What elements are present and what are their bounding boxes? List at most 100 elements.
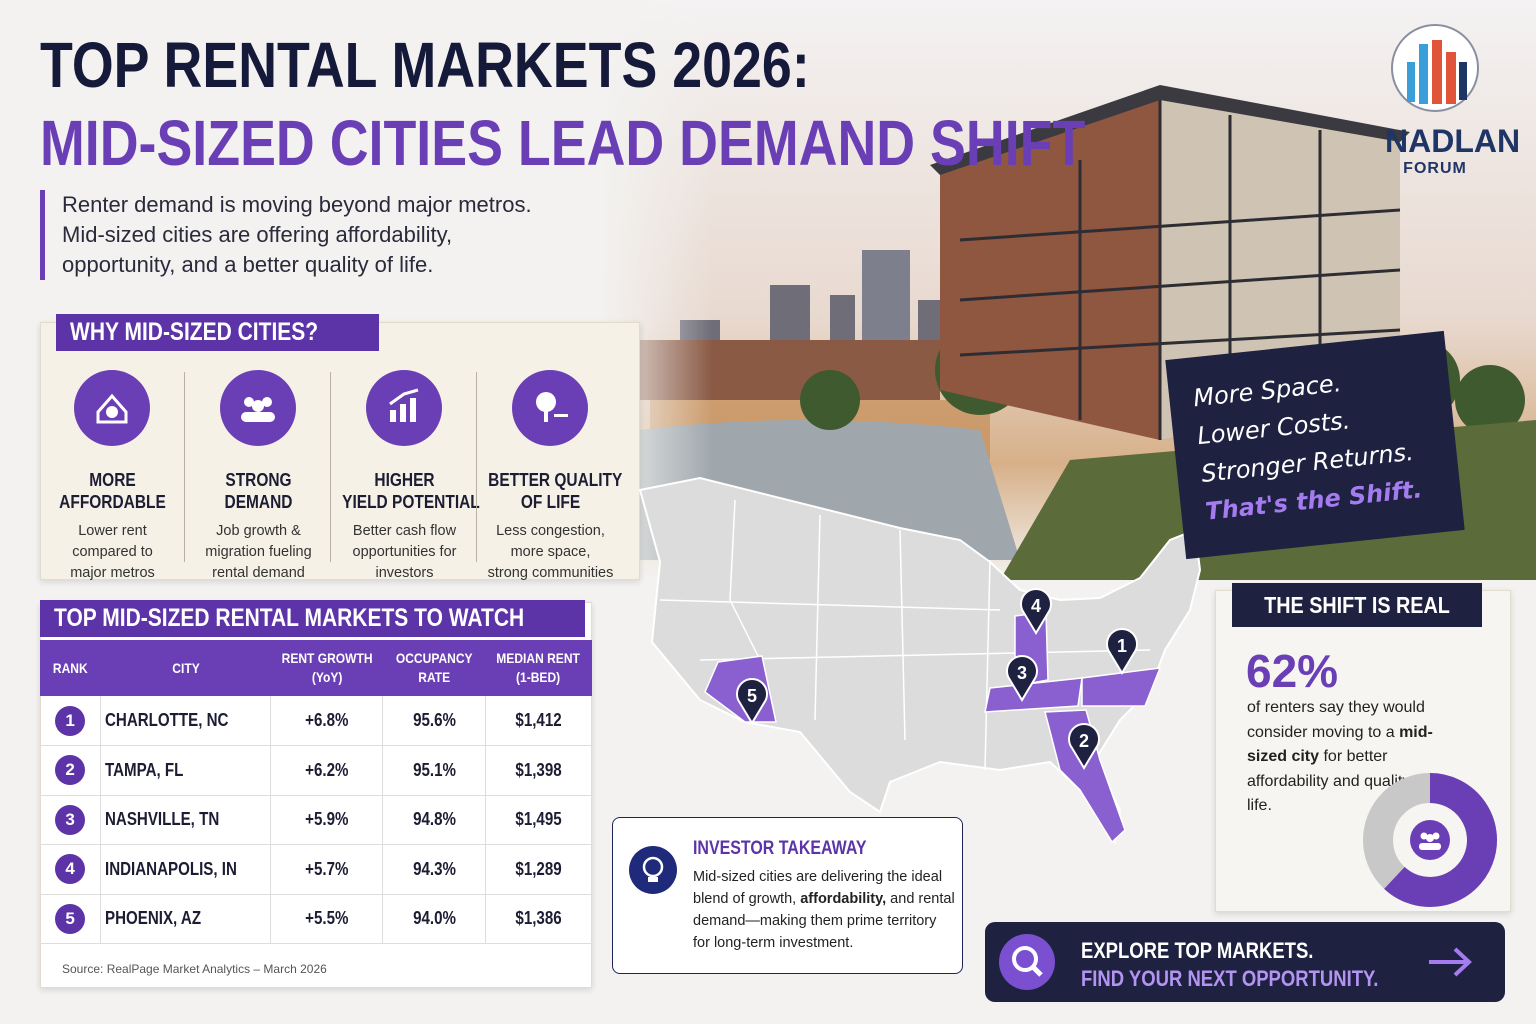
icon-glyph [96, 393, 128, 424]
rank-badge: 5 [55, 903, 86, 934]
table-cell: 5 [40, 894, 102, 944]
intro: Renter demand is moving beyond major met… [40, 190, 532, 280]
why-item-text: Lower rent compared to major metros [40, 521, 185, 584]
table-cell: $1,386 [485, 894, 593, 944]
cell-text: $1,398 [515, 759, 562, 780]
cell-text: CHARLOTTE, NC [105, 710, 229, 730]
table-row: 5 PHOENIX, AZ +5.5% 94.0% $1,386 [40, 894, 593, 944]
header-line: (1-BED) [516, 669, 561, 685]
cell-text: 94.3% [412, 858, 456, 879]
takeaway-title: INVESTOR TAKEAWAY [693, 838, 867, 859]
text-line: Job growth & [216, 523, 301, 539]
why-item-text: Better cash flow opportunities for investo… [332, 521, 477, 584]
pin-label: 5 [747, 686, 757, 706]
header-cell: CITY [101, 640, 271, 696]
title-line: AFFORDABLE [59, 492, 166, 512]
cell-text: INDIANAPOLIS, IN [105, 858, 238, 879]
shift-banner: THE SHIFT IS REAL [1232, 583, 1482, 627]
market-table: RANK CITY RENT GROWTH (YoY) OCCUPANCY RATE MED… [40, 640, 593, 944]
intro-line: Renter demand is moving beyond major met… [62, 192, 532, 217]
people-glyph [1419, 832, 1441, 850]
table-cell: PHOENIX, AZ [100, 894, 272, 944]
table-cell: 95.1% [382, 745, 486, 796]
text-line: Lower rent [78, 523, 147, 539]
table-cell: 1 [40, 696, 102, 746]
donut-share [1384, 773, 1497, 907]
header-cell: RANK [40, 640, 101, 696]
title-line: MORE [89, 470, 136, 490]
why-icon [220, 370, 296, 446]
text-line: compared to [72, 544, 153, 560]
header-cell: RENT GROWTH (YoY) [271, 640, 383, 696]
arrow-icon [1429, 947, 1472, 977]
rank-badge: 2 [55, 755, 86, 786]
why-banner: WHY MID-SIZED CITIES? [56, 314, 380, 351]
header-line: RANK [52, 659, 88, 676]
cell-text: NASHVILLE, TN [105, 809, 220, 830]
cell-text: PHOENIX, AZ [105, 908, 202, 929]
icon-glyph [536, 392, 568, 422]
header-cell: OCCUPANCY RATE [383, 640, 485, 696]
shift-title: THE SHIFT IS REAL [1264, 592, 1450, 618]
text: Mid-sized cities are delivering the idea… [693, 869, 943, 907]
table-cell: +6.8% [270, 696, 384, 746]
text-bold: affordability, [800, 891, 887, 907]
cell-text: $1,412 [515, 710, 562, 730]
cell-text: 95.1% [412, 759, 456, 780]
title-line: HIGHER [374, 470, 435, 490]
table-cell: +6.2% [270, 745, 384, 796]
pin-shape [736, 678, 768, 725]
cta-button[interactable]: EXPLORE TOP MARKETS. FIND YOUR NEXT OPPO… [985, 922, 1505, 1002]
text-line: Less congestion, [496, 523, 605, 539]
text-line: rental demand [212, 565, 305, 581]
search-icon [999, 934, 1055, 990]
text-bold: mid-sized city [1247, 723, 1433, 766]
header-cell: MEDIAN RENT (1-BED) [485, 640, 591, 696]
divider [476, 372, 477, 562]
divider [184, 372, 185, 562]
why-box [40, 322, 640, 580]
table-cell: 2 [40, 745, 102, 796]
text: for better affordability and quality of … [1247, 748, 1429, 814]
why-item-text: Less congestion, more space, strong commun… [478, 521, 623, 584]
table-cell: 4 [40, 844, 102, 895]
subtitle: MID-SIZED CITIES LEAD DEMAND SHIFT [40, 107, 1086, 179]
cell-text: +5.9% [305, 809, 349, 830]
cell-text: TAMPA, FL [105, 759, 184, 780]
intro-line: opportunity, and a better quality of lif… [62, 252, 434, 277]
icon-glyph [389, 388, 419, 422]
title: TOP RENTAL MARKETS 2026: [40, 29, 810, 101]
city-photo [600, 0, 1536, 580]
cell-text: +6.8% [305, 710, 349, 730]
cta-line: EXPLORE TOP MARKETS. [1081, 938, 1314, 963]
text-line: opportunities for [352, 544, 457, 560]
header-line: OCCUPANCY [395, 650, 473, 666]
rank-badge: 3 [55, 804, 86, 835]
table-cell: $1,398 [485, 745, 593, 796]
rank-badge: 1 [55, 705, 86, 736]
cta-line: FIND YOUR NEXT OPPORTUNITY. [1081, 966, 1379, 991]
why-icon [74, 370, 150, 446]
table-cell: INDIANAPOLIS, IN [100, 844, 272, 895]
table-cell: $1,412 [485, 696, 593, 746]
shift-stat: 62% [1246, 645, 1339, 697]
cell-text: 94.0% [412, 908, 456, 929]
why-icon [366, 370, 442, 446]
header-line: (YoY) [311, 669, 343, 685]
cell-text: $1,289 [515, 858, 562, 879]
slogan: More Space. Lower Costs. Stronger Return… [1165, 330, 1465, 560]
header-line: MEDIAN RENT [496, 650, 581, 666]
table-cell: 94.0% [382, 894, 486, 944]
pin-label: 4 [1031, 596, 1041, 616]
why-item-title: HIGHER YIELD POTENTIAL [332, 469, 480, 513]
cell-text: 95.6% [412, 710, 456, 730]
title-line: BETTER QUALITY [488, 470, 623, 490]
pin-label: 2 [1079, 731, 1089, 751]
table-title: TOP MID-SIZED RENTAL MARKETS TO WATCH [54, 604, 525, 632]
icon-glyph [241, 397, 275, 422]
table-cell: 95.6% [382, 696, 486, 746]
why-item-title: MORE AFFORDABLE [40, 469, 185, 513]
header-line: RENT GROWTH [281, 650, 373, 666]
table-cell: +5.7% [270, 844, 384, 895]
